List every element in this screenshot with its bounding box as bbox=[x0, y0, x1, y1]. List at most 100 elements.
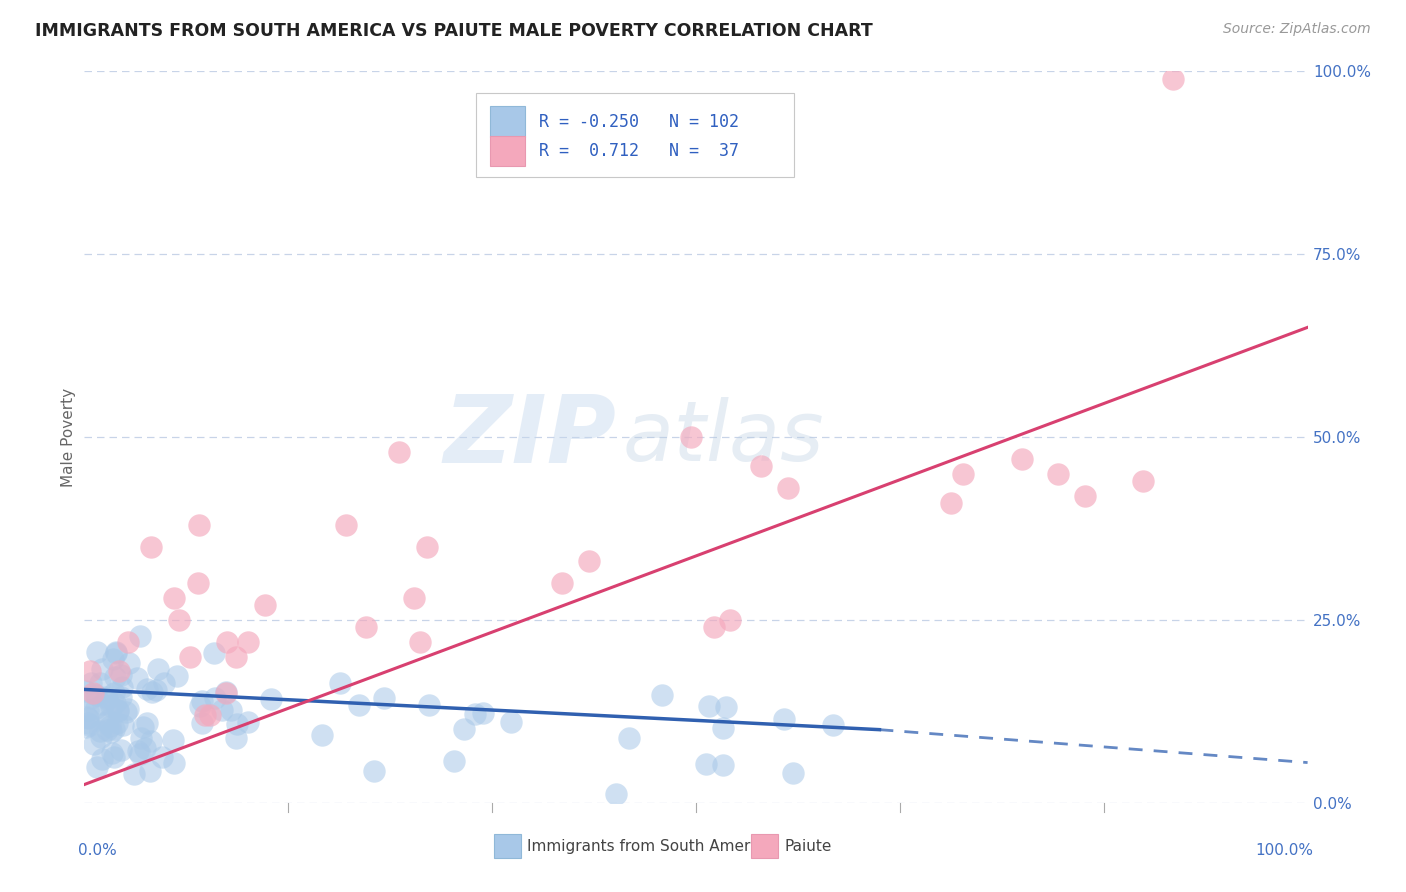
Point bbox=[141, 685, 163, 699]
Point bbox=[107, 703, 129, 717]
Point bbox=[651, 688, 673, 702]
Point bbox=[188, 699, 211, 714]
Point bbox=[150, 749, 173, 764]
Point bbox=[190, 715, 212, 730]
Point bbox=[90, 730, 112, 744]
Point bbox=[127, 744, 149, 758]
Text: IMMIGRANTS FROM SOUTH AMERICA VS PAIUTE MALE POVERTY CORRELATION CHART: IMMIGRANTS FROM SOUTH AMERICA VS PAIUTE … bbox=[35, 22, 873, 40]
Point bbox=[134, 740, 156, 755]
Point bbox=[311, 728, 333, 742]
Point bbox=[105, 645, 128, 659]
Point bbox=[347, 698, 370, 713]
Point bbox=[388, 444, 411, 458]
Point bbox=[217, 635, 239, 649]
Text: Source: ZipAtlas.com: Source: ZipAtlas.com bbox=[1223, 22, 1371, 37]
Point bbox=[198, 708, 221, 723]
Point bbox=[821, 718, 844, 732]
Point bbox=[80, 676, 103, 690]
Text: Paiute: Paiute bbox=[785, 839, 831, 855]
Point bbox=[402, 591, 425, 605]
Point bbox=[104, 670, 127, 684]
Point bbox=[84, 700, 107, 714]
Point bbox=[110, 690, 132, 705]
Point bbox=[354, 620, 377, 634]
Point bbox=[89, 723, 111, 738]
Point bbox=[718, 613, 741, 627]
Text: R =  0.712   N =  37: R = 0.712 N = 37 bbox=[540, 142, 740, 160]
Point bbox=[167, 613, 190, 627]
Point bbox=[94, 690, 117, 704]
Point bbox=[443, 754, 465, 768]
Point bbox=[617, 731, 640, 745]
Point bbox=[578, 554, 600, 568]
Point bbox=[86, 760, 108, 774]
Point bbox=[96, 714, 118, 729]
Point bbox=[416, 540, 439, 554]
Point bbox=[117, 635, 139, 649]
Point bbox=[329, 676, 352, 690]
Point bbox=[162, 732, 184, 747]
Point bbox=[472, 706, 495, 721]
Point bbox=[97, 713, 120, 727]
Point bbox=[1011, 452, 1033, 467]
Point bbox=[100, 699, 122, 714]
Point bbox=[91, 698, 114, 712]
Point bbox=[135, 715, 157, 730]
Point bbox=[110, 743, 132, 757]
Point bbox=[77, 718, 100, 732]
Point bbox=[100, 719, 122, 733]
Point bbox=[238, 714, 260, 729]
Point bbox=[118, 656, 141, 670]
Point bbox=[76, 716, 98, 731]
Point bbox=[749, 459, 772, 474]
Point bbox=[335, 517, 357, 532]
Point bbox=[254, 599, 277, 613]
Point bbox=[418, 698, 440, 712]
Point bbox=[75, 684, 97, 698]
Point bbox=[373, 690, 395, 705]
Point bbox=[105, 716, 128, 731]
Point bbox=[939, 496, 962, 510]
Point bbox=[605, 787, 627, 801]
Point bbox=[219, 702, 242, 716]
Point bbox=[77, 703, 100, 717]
Point bbox=[104, 696, 127, 710]
Point bbox=[80, 691, 103, 706]
Point bbox=[408, 635, 430, 649]
Point bbox=[125, 672, 148, 686]
Point bbox=[129, 731, 152, 745]
Point bbox=[225, 731, 247, 745]
Text: Immigrants from South America: Immigrants from South America bbox=[527, 839, 773, 855]
Point bbox=[695, 757, 717, 772]
Point bbox=[163, 756, 186, 771]
Point bbox=[703, 620, 725, 634]
Point bbox=[91, 662, 114, 676]
Point bbox=[191, 694, 214, 708]
Point bbox=[111, 680, 134, 694]
Point bbox=[139, 764, 162, 779]
Point bbox=[179, 649, 201, 664]
Point bbox=[202, 646, 225, 660]
Point bbox=[148, 662, 170, 676]
Point bbox=[194, 708, 217, 723]
Point bbox=[163, 591, 186, 605]
Point bbox=[711, 758, 734, 772]
Point bbox=[215, 684, 238, 698]
Bar bbox=[491, 106, 524, 137]
Point bbox=[107, 704, 129, 718]
Point bbox=[129, 629, 152, 643]
Point bbox=[187, 576, 209, 591]
Point bbox=[82, 686, 104, 700]
Point bbox=[91, 752, 114, 766]
Point bbox=[79, 664, 101, 678]
Point bbox=[136, 681, 159, 696]
Point bbox=[77, 711, 100, 725]
Point bbox=[131, 721, 153, 735]
Point bbox=[1074, 489, 1097, 503]
Point bbox=[96, 723, 118, 738]
Point bbox=[122, 767, 145, 781]
Point bbox=[115, 705, 138, 719]
Point bbox=[166, 669, 188, 683]
Point bbox=[108, 664, 131, 678]
Point bbox=[100, 725, 122, 739]
